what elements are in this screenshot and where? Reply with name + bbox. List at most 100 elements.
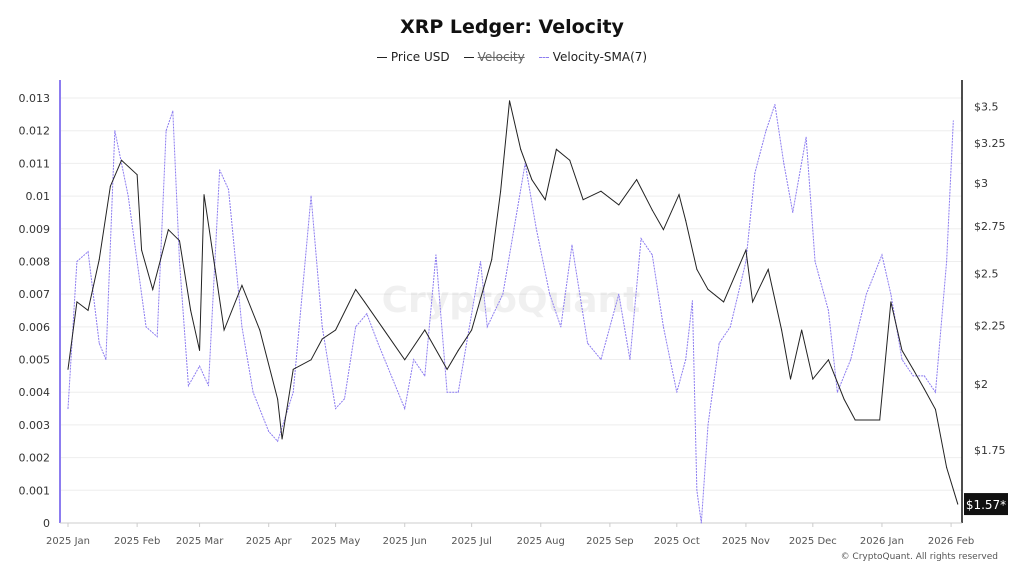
last-price-label: $1.57*	[966, 498, 1006, 512]
y-right-tick-label: $2.75	[974, 220, 1006, 233]
price-point	[790, 378, 792, 380]
sma-point	[413, 359, 415, 361]
legend-item-price[interactable]: Price USD	[376, 50, 450, 64]
sma-point	[67, 408, 69, 410]
legend: Price USD Velocity Velocity-SMA(7)	[0, 50, 1024, 64]
price-point	[901, 349, 903, 351]
price-point	[531, 179, 533, 181]
sma-point	[865, 293, 867, 295]
price-point	[190, 309, 192, 311]
y-left-tick-label: 0.006	[19, 321, 51, 334]
y-left-tick-label: 0.004	[19, 386, 51, 399]
sma-point	[946, 260, 948, 262]
price-point	[446, 368, 448, 370]
sma-point	[814, 260, 816, 262]
sma-point	[446, 391, 448, 393]
sma-point	[156, 336, 158, 338]
sma-point	[890, 293, 892, 295]
price-point	[781, 329, 783, 331]
sma-point	[513, 228, 515, 230]
price-point	[199, 349, 201, 351]
price-point	[520, 148, 522, 150]
x-tick-label: 2025 Sep	[586, 536, 633, 547]
price-point	[355, 288, 357, 290]
legend-item-velocity[interactable]: Velocity	[463, 50, 525, 64]
sma-point	[901, 359, 903, 361]
price-point	[491, 259, 493, 261]
price-point	[636, 179, 638, 181]
y-right-tick-label: $2	[974, 378, 988, 391]
sma-point	[114, 130, 116, 132]
price-point	[281, 438, 283, 440]
price-point	[696, 268, 698, 270]
sma-point	[792, 211, 794, 213]
price-point	[310, 359, 312, 361]
y-left-tick-label: 0.003	[19, 419, 51, 432]
y-right-tick-label: $1.75	[974, 444, 1006, 457]
sma-point	[587, 342, 589, 344]
sma-point	[685, 359, 687, 361]
price-point	[582, 199, 584, 201]
sma-point	[424, 375, 426, 377]
sma-point	[321, 326, 323, 328]
price-point	[259, 329, 261, 331]
sma-point	[228, 189, 230, 191]
sma-point	[98, 342, 100, 344]
price-point	[457, 349, 459, 351]
price-point	[600, 190, 602, 192]
x-tick-label: 2025 May	[311, 536, 360, 547]
price-point	[678, 194, 680, 196]
price-point	[618, 204, 620, 206]
y-right-tick-label: $2.5	[974, 267, 999, 280]
sma-point	[629, 359, 631, 361]
x-tick-label: 2025 Mar	[176, 536, 224, 547]
price-point	[509, 100, 511, 102]
sma-point	[277, 440, 279, 442]
y-left-tick-label: 0.009	[19, 223, 51, 236]
sma-point	[535, 228, 537, 230]
sma-point	[640, 238, 642, 240]
sma-point	[881, 254, 883, 256]
sma-point	[765, 130, 767, 132]
y-left-tick-label: 0	[43, 517, 50, 530]
y-right-tick-label: $3	[974, 177, 988, 190]
sma-point	[502, 293, 504, 295]
sma-point	[335, 408, 337, 410]
y-left-tick-label: 0.008	[19, 255, 51, 268]
price-point	[707, 288, 709, 290]
price-point	[321, 338, 323, 340]
price-point	[223, 329, 225, 331]
watermark: CryptoQuant	[382, 280, 641, 321]
sma-point	[486, 326, 488, 328]
legend-item-sma[interactable]: Velocity-SMA(7)	[538, 50, 648, 64]
sma-point	[344, 398, 346, 400]
price-point	[109, 185, 111, 187]
sma-point	[745, 260, 747, 262]
sma-point	[662, 326, 664, 328]
price-point	[569, 159, 571, 161]
price-point	[923, 388, 925, 390]
sma-point	[754, 172, 756, 174]
x-tick-label: 2025 Jan	[46, 536, 90, 547]
sma-point	[87, 251, 89, 253]
price-point	[843, 398, 845, 400]
sma-point	[377, 342, 379, 344]
chart-title: XRP Ledger: Velocity	[400, 16, 624, 38]
price-point	[67, 368, 69, 370]
legend-label: Velocity-SMA(7)	[552, 50, 648, 64]
sma-point	[696, 489, 698, 491]
price-point	[136, 174, 138, 176]
price-point	[934, 408, 936, 410]
sma-point	[729, 326, 731, 328]
sma-point	[241, 326, 243, 328]
price-point	[854, 419, 856, 421]
sma-point	[571, 244, 573, 246]
y-left-tick-label: 0.011	[19, 157, 51, 170]
sma-point	[651, 254, 653, 256]
price-point	[946, 467, 948, 469]
sma-point	[707, 424, 709, 426]
sma-point	[165, 130, 167, 132]
price-point	[801, 329, 803, 331]
